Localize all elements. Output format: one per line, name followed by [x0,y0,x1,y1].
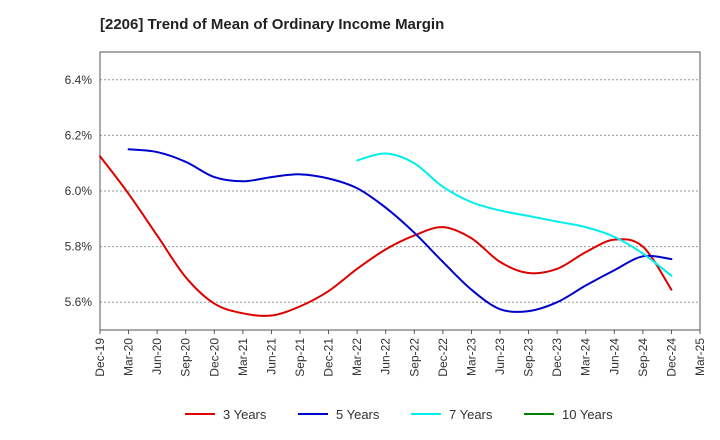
series-line-7-years [356,152,673,277]
x-tick-label: Dec-21 [322,338,336,377]
series-line-3-years [99,155,673,317]
x-tick-label: Mar-23 [464,338,478,376]
y-tick-label: 5.8% [65,240,93,254]
legend-label: 10 Years [562,407,613,422]
x-tick-label: Mar-21 [236,338,250,376]
x-tick-label: Sep-21 [293,338,307,377]
chart-title: [2206] Trend of Mean of Ordinary Income … [100,16,445,33]
x-tick-label: Jun-21 [264,338,278,375]
plot-area-frame [99,51,701,331]
x-tick-label: Sep-24 [636,338,650,377]
x-tick-label: Dec-20 [207,338,221,377]
x-tick-label: Jun-20 [150,338,164,375]
x-tick-label: Mar-22 [350,338,364,376]
series-lines [99,148,673,317]
x-tick-label: Dec-23 [550,338,564,377]
x-tick-label: Dec-24 [664,338,678,377]
series-line-5-years [127,148,673,313]
y-tick-label: 5.6% [65,295,93,309]
x-tick-label: Jun-24 [607,338,621,375]
x-tick-label: Mar-20 [122,338,136,376]
x-tick-label: Dec-22 [436,338,450,377]
legend: 3 Years 5 Years 7 Years 10 Years [185,407,613,422]
x-tick-label: Jun-22 [379,338,393,375]
y-axis-ticks: 5.6% 5.8% 6.0% 6.2% 6.4% [65,73,93,309]
y-tick-label: 6.4% [65,73,93,87]
x-tick-label: Sep-23 [522,338,536,377]
legend-label: 3 Years [223,407,267,422]
x-axis-ticks: Dec-19 Mar-20 Jun-20 Sep-20 Dec-20 Mar-21 Jun-… [93,330,707,377]
grid-lines [100,79,700,303]
x-tick-label: Sep-22 [407,338,421,377]
legend-label: 5 Years [336,407,380,422]
y-tick-label: 6.2% [65,128,93,142]
legend-label: 7 Years [449,407,493,422]
x-tick-label: Jun-23 [493,338,507,375]
y-tick-label: 6.0% [65,184,93,198]
x-tick-label: Dec-19 [93,338,107,377]
x-tick-label: Sep-20 [179,338,193,377]
x-tick-label: Mar-25 [693,338,707,376]
x-tick-label: Mar-24 [579,338,593,376]
